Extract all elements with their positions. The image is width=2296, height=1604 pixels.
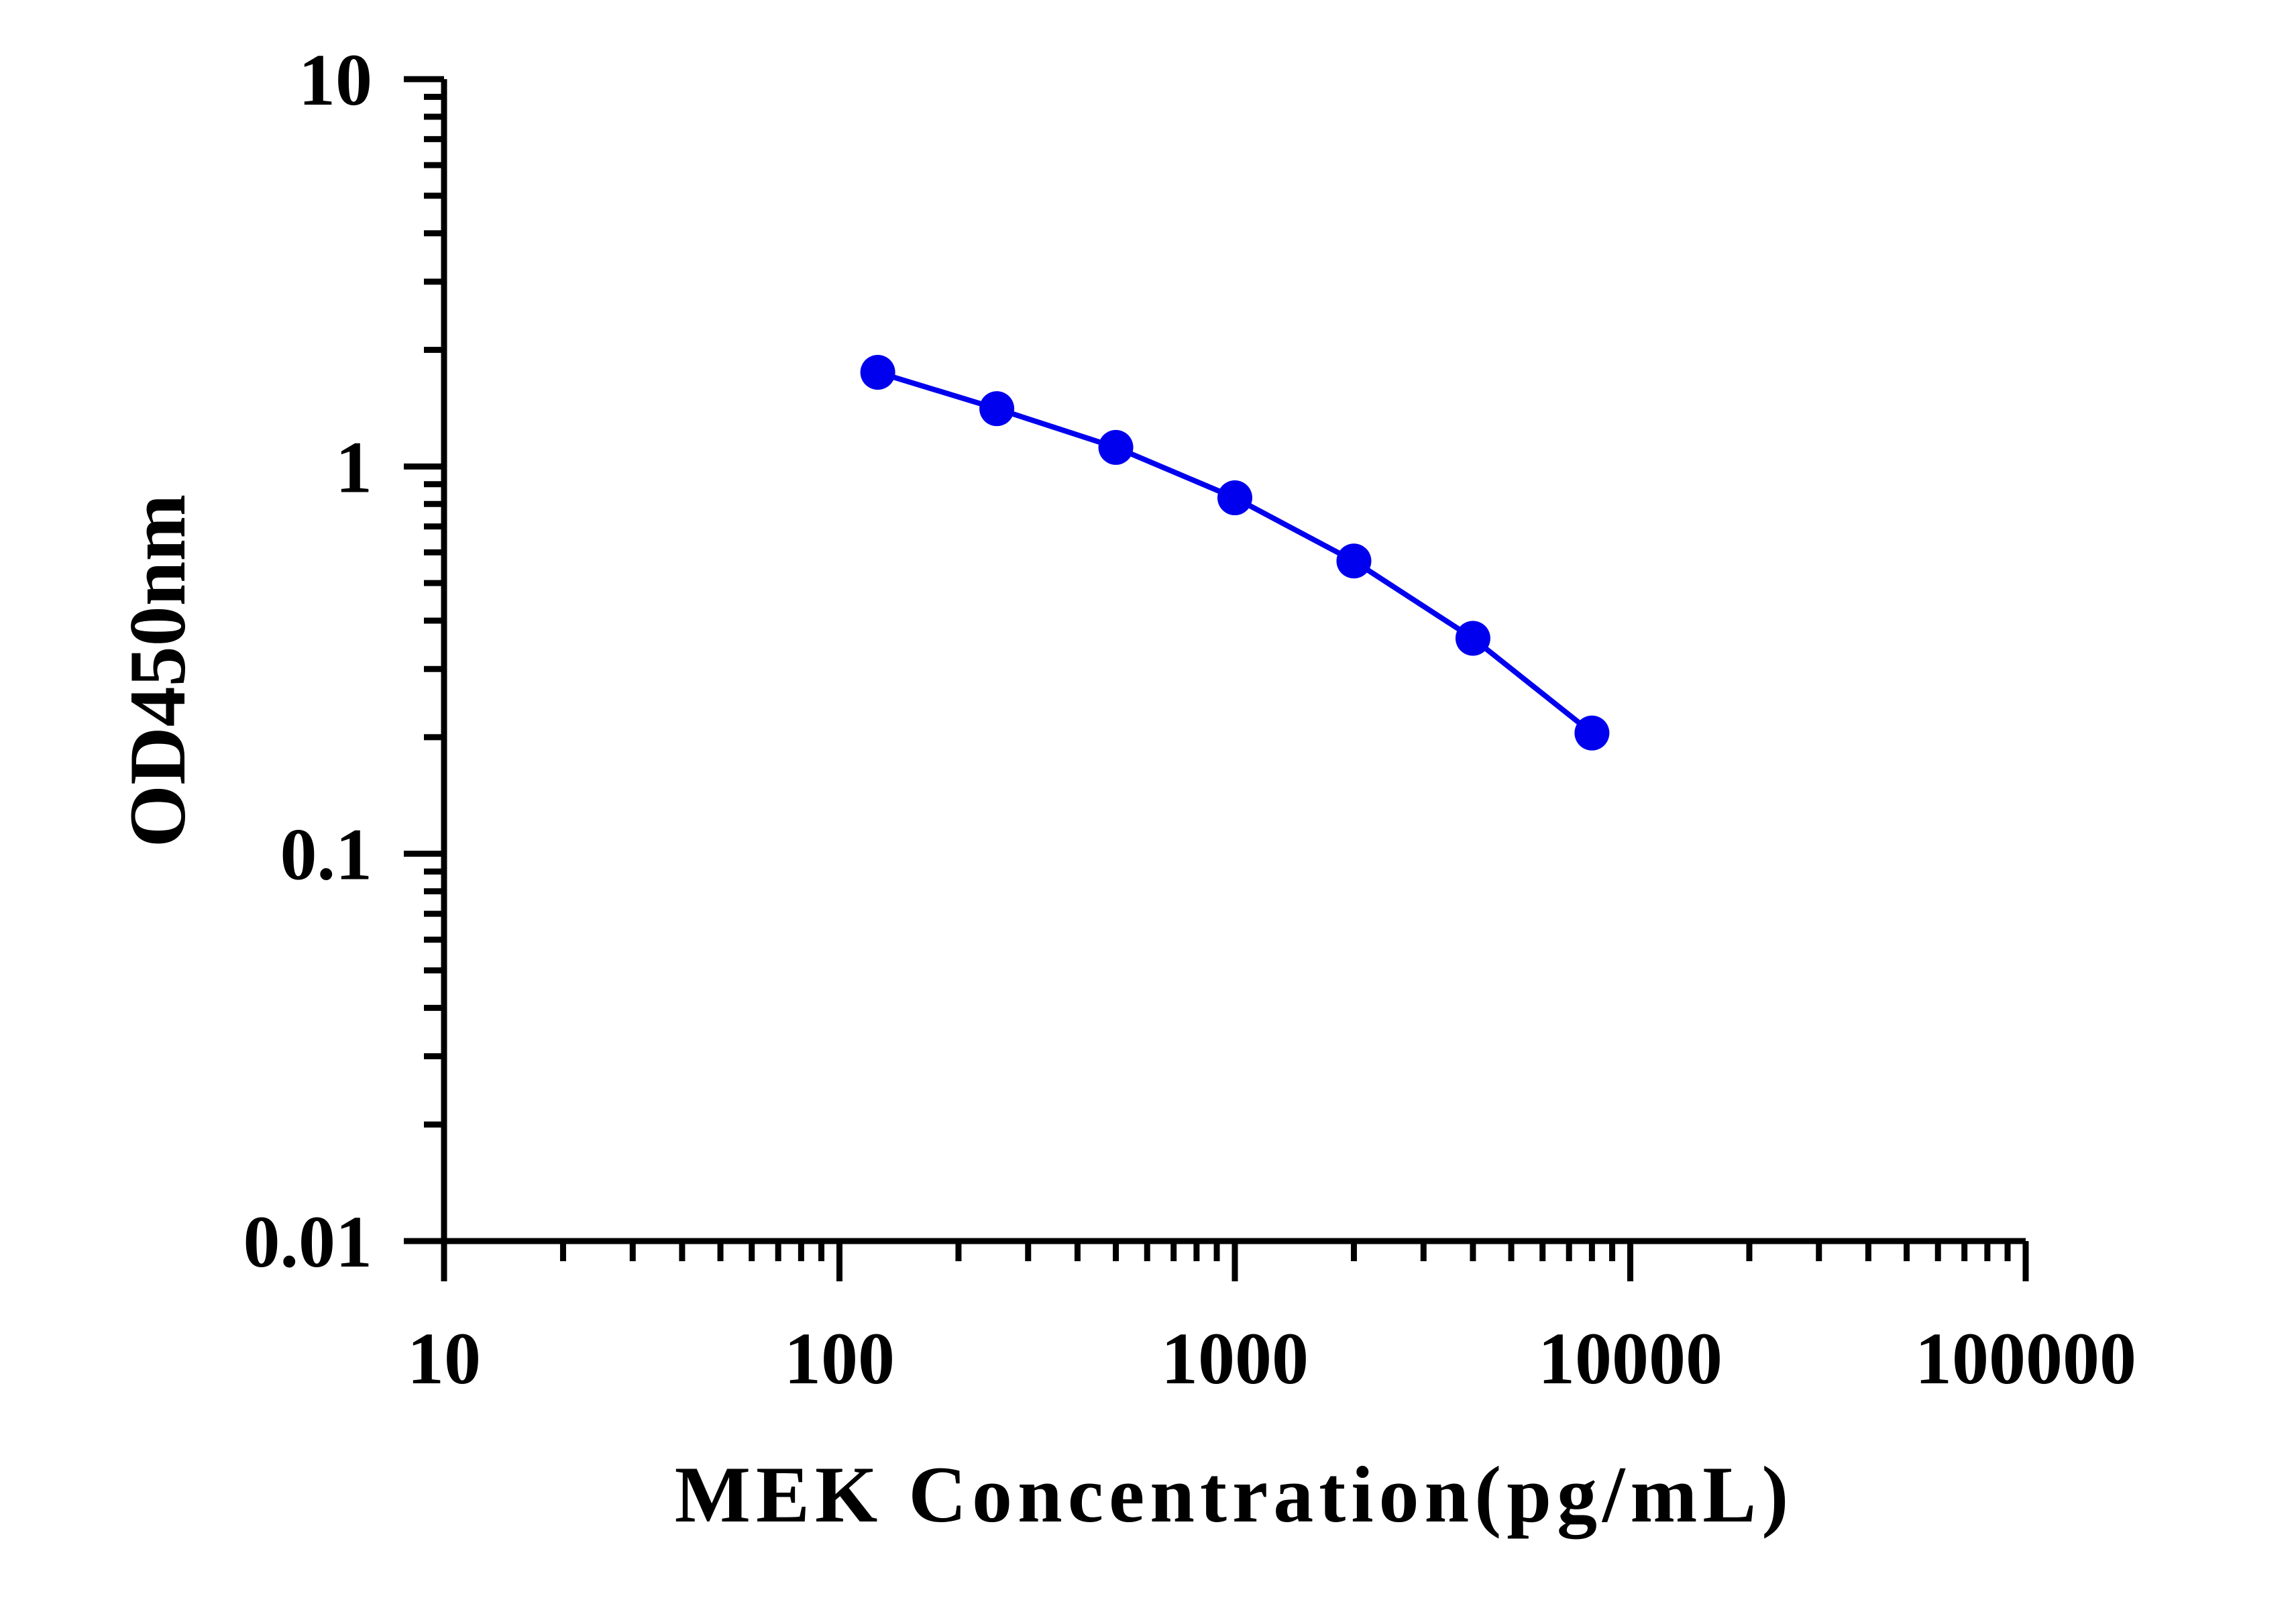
x-tick-label: 1000 <box>1161 1318 1309 1399</box>
y-axis-ticks <box>404 76 444 1244</box>
data-point <box>1455 621 1490 656</box>
x-tick-label: 10000 <box>1538 1318 1723 1399</box>
series-group <box>860 355 1610 751</box>
y-tick-label: 0.01 <box>243 1201 373 1283</box>
x-tick-label: 10 <box>407 1318 481 1399</box>
x-axis-tick-labels: 10 100 1000 10000 100000 <box>407 1318 2136 1399</box>
y-tick-label: 0.1 <box>280 814 373 896</box>
y-axis-label: OD450nm <box>113 494 202 848</box>
data-point <box>979 391 1015 427</box>
y-tick-label: 10 <box>298 39 372 121</box>
y-axis-tick-labels: 0.01 0.1 1 10 <box>243 39 373 1283</box>
y-tick-label: 1 <box>335 426 372 508</box>
data-point <box>1098 429 1134 465</box>
x-tick-label: 100000 <box>1915 1318 2136 1399</box>
x-tick-label: 100 <box>784 1318 895 1399</box>
data-point <box>1336 543 1372 579</box>
data-point <box>1574 715 1610 751</box>
x-axis-ticks <box>441 1241 2029 1281</box>
data-point <box>860 355 895 390</box>
x-axis-label: MEK Concentration(pg/mL) <box>675 1450 1794 1540</box>
series-line <box>877 370 1594 735</box>
data-point <box>1217 480 1252 516</box>
